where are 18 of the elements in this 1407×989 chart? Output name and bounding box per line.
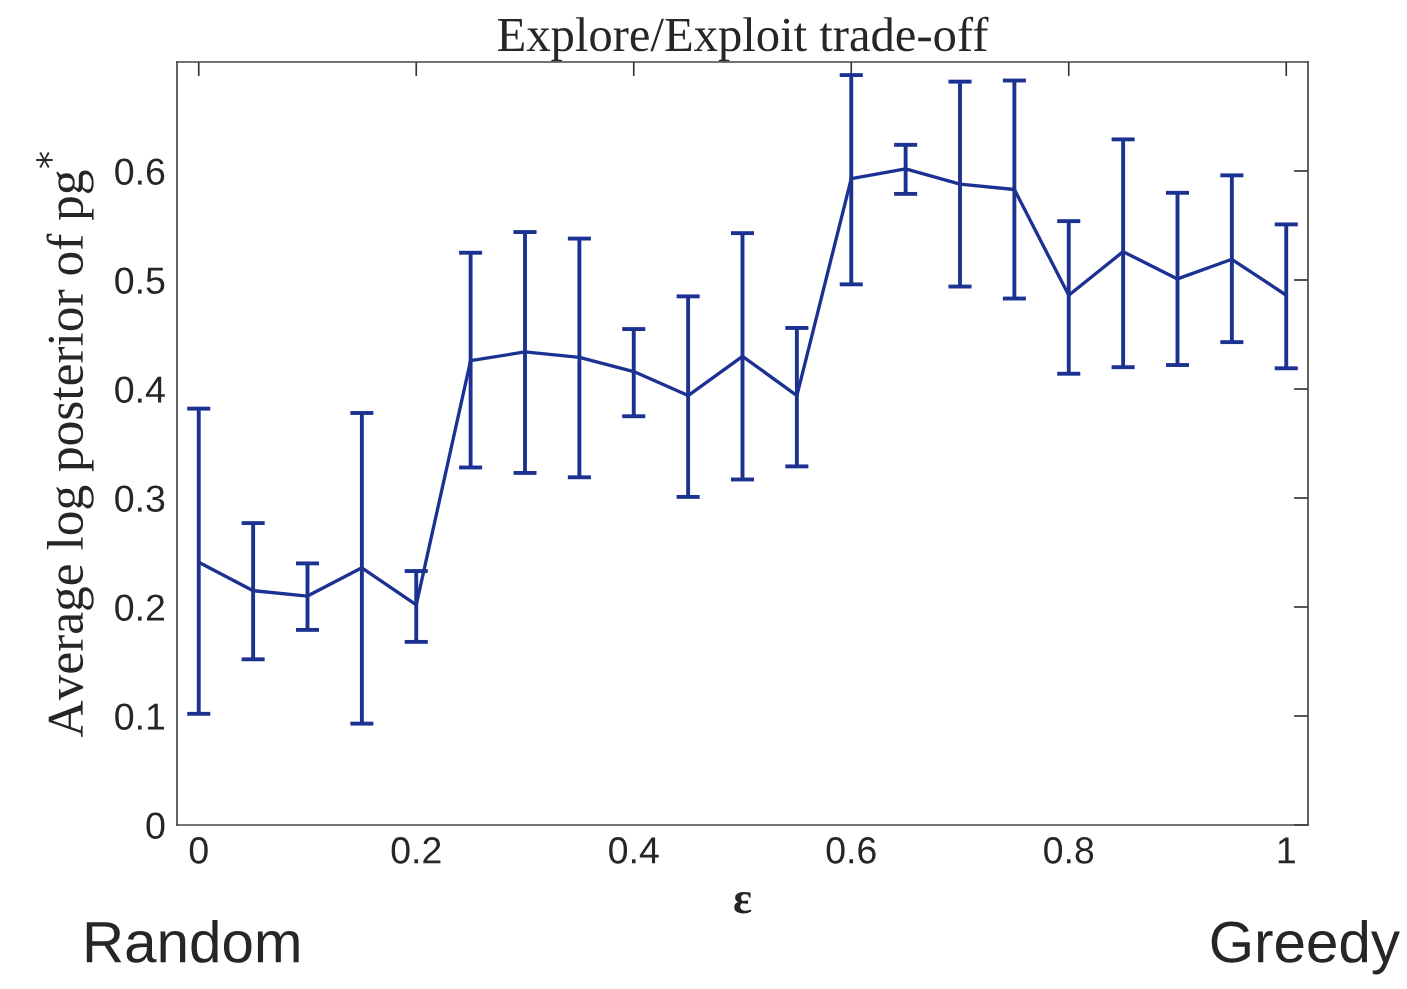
y-tick-label: 0.2: [115, 594, 165, 621]
y-tick-label: 0.5: [115, 267, 165, 294]
x-tick-label: 0.4: [609, 837, 659, 864]
x-tick-label: 0: [189, 837, 208, 864]
chart-title: Explore/Exploit trade-off: [497, 16, 989, 62]
y-tick-label: 0.1: [115, 703, 165, 730]
x-tick-label: 0.6: [826, 837, 876, 864]
y-tick-label: 0.3: [115, 485, 165, 512]
x-tick-label: 1: [1278, 837, 1295, 864]
y-tick-label: 0: [146, 812, 165, 839]
y-tick-label: 0.6: [115, 158, 165, 185]
text: Greedy: [1211, 920, 1400, 975]
y-tick-label: 0.4: [115, 376, 165, 403]
x-tick-label: 0.8: [1044, 837, 1094, 864]
x-axis-title: ε: [734, 892, 752, 914]
x-tick-label: 0.2: [391, 837, 441, 864]
text: Random: [86, 920, 299, 963]
y-axis-title: Average log posterior of pg$^{*}$: [36, 152, 94, 737]
